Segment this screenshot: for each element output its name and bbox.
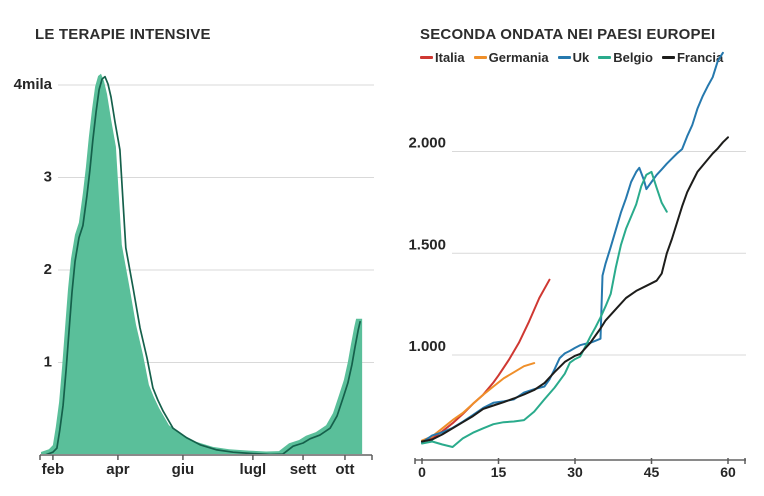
chart-title-terapie-intensive: LE TERAPIE INTENSIVE <box>35 26 211 43</box>
y-tick-label: 3 <box>44 169 52 186</box>
y-tick-label: 1.000 <box>408 338 446 355</box>
series-line-germania <box>421 362 536 442</box>
legend-color-dash-italia <box>420 56 433 59</box>
x-tick-label: feb <box>42 461 65 478</box>
y-tick-label: 2.000 <box>408 135 446 152</box>
series-line-uk <box>421 51 724 444</box>
area-fill <box>40 73 363 455</box>
x-tick-label: apr <box>106 461 130 478</box>
legend-label-francia: Francia <box>676 50 724 65</box>
series-line-belgio <box>421 170 668 448</box>
legend-item-germania: Germania <box>473 50 549 65</box>
legend-label-belgio: Belgio <box>613 50 653 65</box>
legend-color-dash-uk <box>557 56 571 59</box>
x-tick-label: 45 <box>644 464 660 480</box>
x-tick-label: giu <box>172 461 195 478</box>
series-line-italia <box>421 278 551 443</box>
y-tick-label: 1.500 <box>408 236 446 253</box>
legend-item-uk: Uk <box>557 50 590 65</box>
x-tick-label: ott <box>335 461 354 478</box>
panel-seconda-ondata: SECONDA ONDATA NEI PAESI EUROPEI Italia G… <box>382 0 764 496</box>
x-tick-label: 0 <box>418 464 426 480</box>
legend-item-belgio: Belgio <box>598 50 653 65</box>
x-tick-label: 15 <box>491 464 507 480</box>
legend-color-dash-francia <box>661 56 675 59</box>
legend: Italia Germania Uk Belgio Francia <box>420 50 732 65</box>
area-outline <box>44 75 361 456</box>
y-tick-label: 2 <box>44 261 52 278</box>
chart-title-seconda-ondata: SECONDA ONDATA NEI PAESI EUROPEI <box>420 26 716 43</box>
legend-item-francia: Francia <box>661 50 724 65</box>
x-tick-label: 30 <box>567 464 583 480</box>
legend-label-italia: Italia <box>435 50 465 65</box>
seconda-ondata-line-chart: 2.000 1.500 1.000 0 15 30 45 60 <box>408 51 746 480</box>
legend-label-uk: Uk <box>572 50 590 65</box>
y-tick-label: 4mila <box>14 76 53 93</box>
x-tick-label: 60 <box>720 464 736 480</box>
series-line-francia <box>421 136 729 443</box>
legend-color-dash-belgio <box>598 56 612 59</box>
legend-color-dash-germania <box>473 56 487 59</box>
legend-item-italia: Italia <box>420 50 465 65</box>
legend-label-germania: Germania <box>488 50 549 65</box>
terapie-intensive-area-chart: 4mila 3 2 1 feb apr giu lugl sett ott <box>14 73 374 478</box>
x-tick-label: sett <box>290 461 317 478</box>
y-tick-label: 1 <box>44 354 52 371</box>
panel-terapie-intensive: LE TERAPIE INTENSIVE 4mila 3 2 1 feb apr giu lu… <box>14 26 374 478</box>
x-tick-label: lugl <box>240 461 267 478</box>
